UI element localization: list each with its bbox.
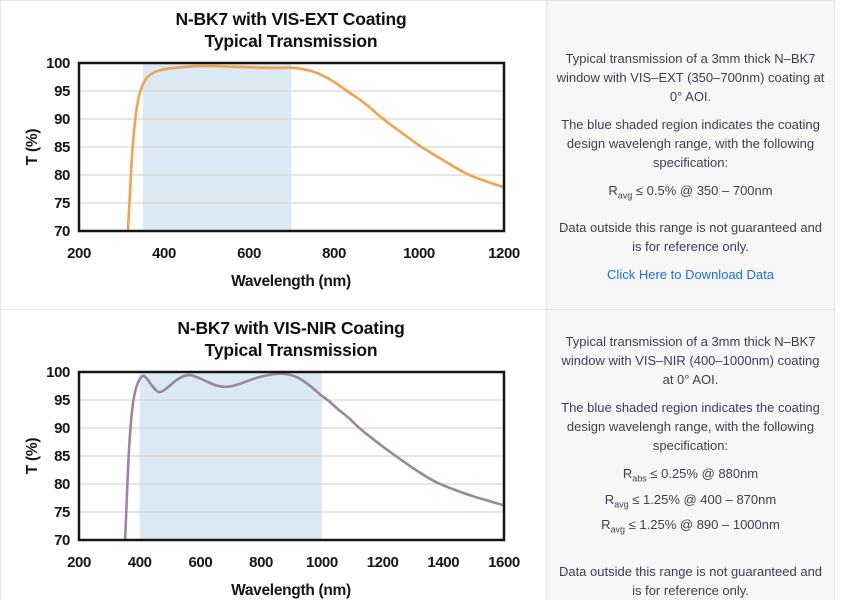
chart-title-line1: N-BK7 with VIS-EXT Coating — [175, 9, 406, 29]
plot-border — [77, 61, 506, 233]
chart-title-line1: N-BK7 with VIS-NIR Coating — [177, 318, 404, 338]
x-tick-label: 1000 — [306, 554, 338, 571]
y-tick-label: 70 — [54, 223, 70, 240]
x-tick-label: 400 — [128, 554, 152, 571]
y-axis-label: T (%) — [24, 129, 41, 166]
x-tick-label: 800 — [249, 554, 273, 571]
panel-disclaimer: Data outside this range is not guarantee… — [558, 219, 823, 254]
x-tick-label: 1400 — [427, 554, 459, 571]
x-tick-label: 600 — [237, 245, 261, 262]
spec-line: Ravg ≤ 1.25% @ 890 – 1000nm — [601, 517, 780, 535]
x-tick-label: 1200 — [488, 245, 520, 262]
y-tick-label: 75 — [54, 504, 70, 521]
y-tick-label: 70 — [54, 532, 70, 549]
x-tick-label: 600 — [188, 554, 212, 571]
y-tick-label: 80 — [54, 476, 70, 493]
panel-description: Typical transmission of a 3mm thick N–BK… — [556, 51, 825, 104]
y-tick-label: 100 — [46, 55, 70, 72]
transmission-curve — [123, 372, 504, 540]
y-tick-label: 90 — [54, 111, 70, 128]
download-link-wrap: Click Here to Download Data — [555, 265, 826, 284]
x-tick-label: 400 — [152, 245, 176, 262]
spec-line: Ravg ≤ 1.25% @ 400 – 870nm — [604, 491, 777, 510]
spec-list: Ravg ≤ 0.5% @ 350 – 700nm — [555, 181, 826, 206]
transmission-chart-vis-nir: 70 75 80 85 90 95 100 200 400 600 800 1000 1200 1400 1… — [24, 318, 520, 599]
x-tick-label: 200 — [67, 245, 91, 262]
panel-vis-nir: Typical transmission of a 3mm thick N–BK… — [547, 310, 834, 600]
transmission-curve — [126, 64, 504, 231]
x-axis-label: Wavelength (nm) — [231, 582, 351, 599]
panel-vis-ext: Typical transmission of a 3mm thick N–BK… — [547, 1, 834, 309]
x-tick-label: 1200 — [367, 554, 399, 571]
chart-title-line2: Typical Transmission — [205, 340, 378, 360]
x-tick-label: 1000 — [403, 245, 435, 262]
y-tick-label: 85 — [54, 448, 70, 465]
y-axis-label: T (%) — [24, 438, 41, 475]
chart-cell-vis-nir: 70 75 80 85 90 95 100 200 400 600 800 1000 1200 1400 1… — [1, 310, 547, 600]
plot-border — [77, 370, 506, 542]
download-data-link[interactable]: Click Here to Download Data — [607, 266, 774, 282]
spec-line: Ravg ≤ 0.5% @ 350 – 700nm — [608, 183, 773, 201]
y-tick-label: 80 — [54, 167, 70, 184]
chart-title-line2: Typical Transmission — [205, 31, 378, 51]
row-vis-ext: 70 75 80 85 90 95 100 200 400 600 800 1000 1200 N-BK7… — [1, 1, 834, 310]
x-tick-label: 200 — [67, 554, 91, 571]
y-tick-label: 85 — [54, 139, 70, 156]
chart-cell-vis-ext: 70 75 80 85 90 95 100 200 400 600 800 1000 1200 N-BK7… — [1, 1, 547, 309]
x-axis-label: Wavelength (nm) — [231, 273, 351, 290]
panel-description: Typical transmission of a 3mm thick N–BK… — [561, 334, 820, 387]
spec-line: Rabs ≤ 0.25% @ 880nm — [622, 466, 759, 484]
panel-shaded-note: The blue shaded region indicates the coa… — [561, 400, 820, 453]
y-tick-label: 95 — [54, 392, 70, 409]
x-tick-label: 1600 — [488, 554, 520, 571]
y-tick-label: 100 — [46, 364, 70, 381]
y-tick-label: 75 — [54, 195, 70, 212]
spec-list: Rabs ≤ 0.25% @ 880nm Ravg ≤ 1.25% @ 400 –… — [555, 464, 826, 540]
row-vis-nir: 70 75 80 85 90 95 100 200 400 600 800 1000 1200 1400 1… — [1, 310, 834, 600]
y-tick-label: 95 — [54, 83, 70, 100]
y-tick-label: 90 — [54, 420, 70, 437]
transmission-chart-vis-ext: 70 75 80 85 90 95 100 200 400 600 800 1000 1200 N-BK7… — [24, 9, 520, 290]
x-tick-label: 800 — [322, 245, 346, 262]
panel-shaded-note: The blue shaded region indicates the coa… — [561, 117, 820, 170]
panel-disclaimer: Data outside this range is not guarantee… — [558, 563, 823, 598]
